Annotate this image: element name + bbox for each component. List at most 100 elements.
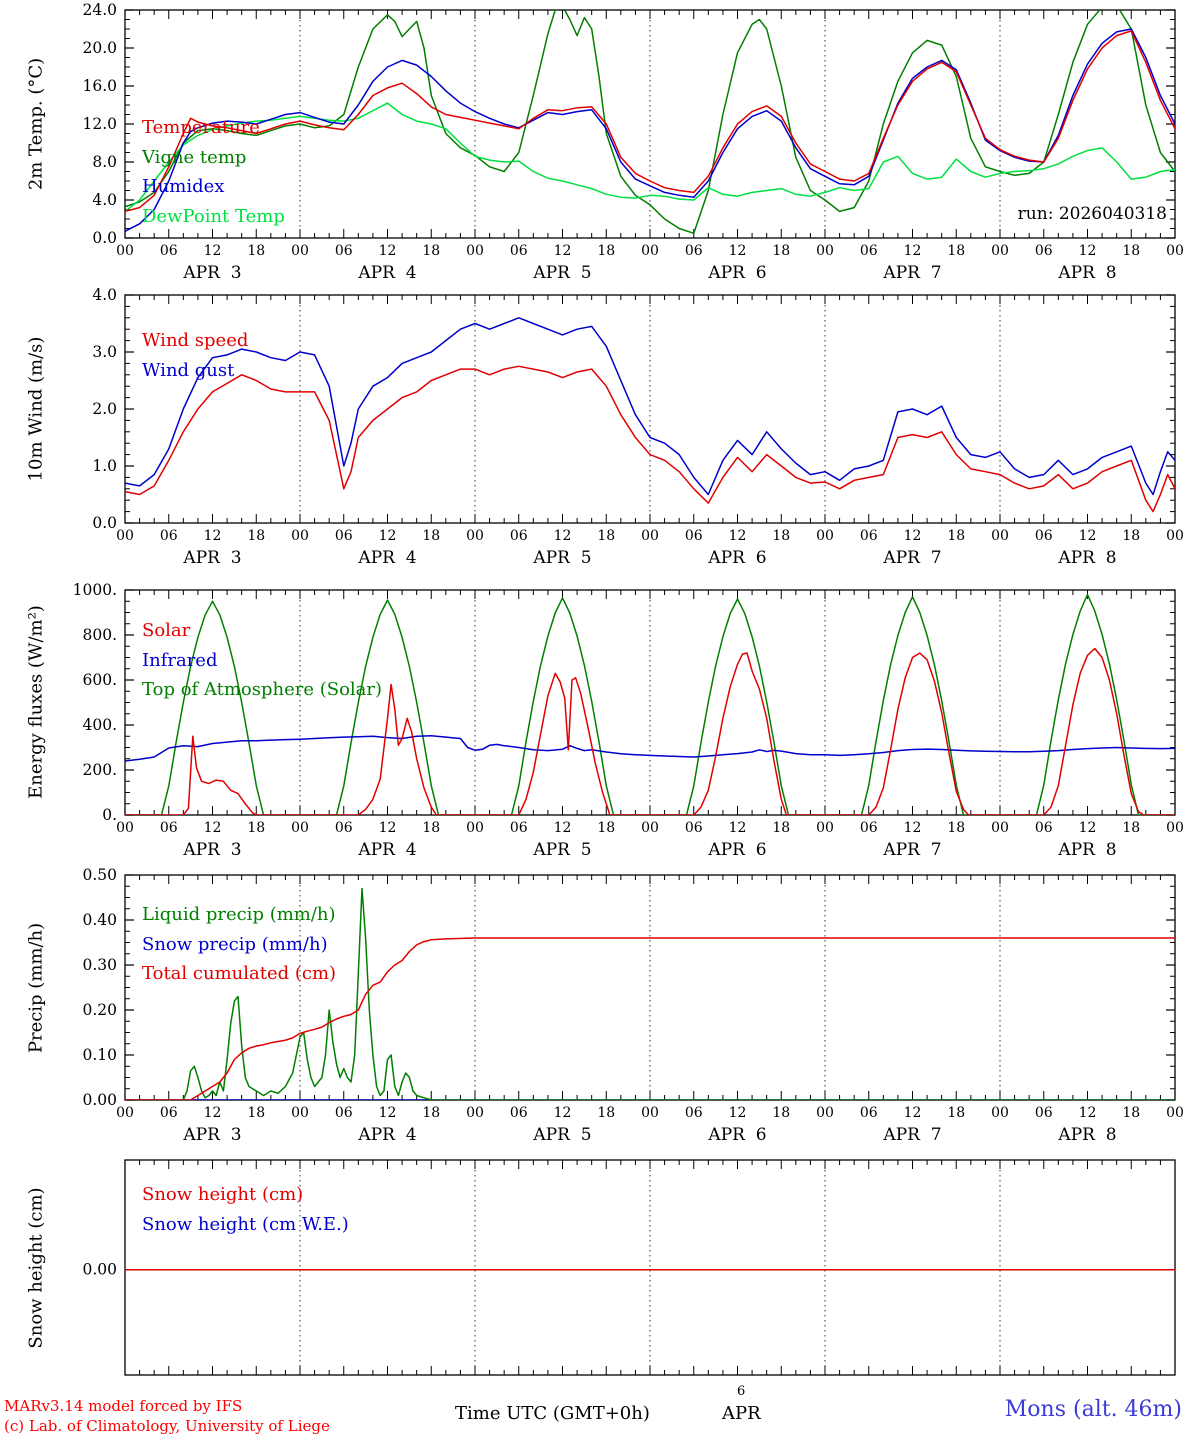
svg-text:00: 00 — [466, 528, 484, 544]
svg-text:00: 00 — [1166, 820, 1184, 836]
svg-text:APR 3: APR 3 — [182, 840, 241, 860]
svg-text:APR 5: APR 5 — [532, 840, 591, 860]
svg-text:APR 5: APR 5 — [532, 548, 591, 568]
svg-text:18: 18 — [1122, 243, 1140, 259]
svg-text:APR 4: APR 4 — [357, 263, 416, 283]
svg-text:0.30: 0.30 — [82, 956, 117, 974]
svg-text:06: 06 — [1035, 1105, 1053, 1121]
svg-text:06: 06 — [160, 243, 178, 259]
series-infrared — [125, 735, 1175, 762]
svg-text:18: 18 — [422, 528, 440, 544]
svg-text:18: 18 — [247, 528, 265, 544]
svg-text:0.00: 0.00 — [82, 1091, 117, 1109]
svg-text:06: 06 — [160, 820, 178, 836]
svg-text:06: 06 — [160, 1105, 178, 1121]
svg-text:800.: 800. — [82, 626, 117, 644]
wind-panel: 0.0 1.0 2.0 3.0 4.0 00 06 12 18 00 06 12 18 00 06 12 18 0… — [92, 286, 1184, 568]
svg-text:18: 18 — [597, 820, 615, 836]
svg-text:12: 12 — [904, 243, 922, 259]
legend-vigne-temp: Vigne temp — [142, 146, 247, 168]
svg-text:06: 06 — [510, 1105, 528, 1121]
svg-text:12: 12 — [904, 820, 922, 836]
legend-solar: Solar — [142, 620, 191, 641]
y-axis-title-snow: Snow height (cm) — [25, 1187, 47, 1349]
energy-panel: 0. 200. 400. 600. 800. 1000. 00 06 12 18 00 06 12 18 0… — [73, 581, 1184, 860]
temperature-panel: 0.0 4.0 8.0 12.0 16.0 20.0 24.0 00 06 12 18 00 06 12 1… — [82, 1, 1183, 283]
svg-text:00: 00 — [816, 1105, 834, 1121]
svg-text:0.0: 0.0 — [92, 514, 117, 532]
svg-text:00: 00 — [116, 243, 134, 259]
wind-legend: Wind speed Wind gust — [142, 326, 248, 385]
svg-text:18: 18 — [422, 1105, 440, 1121]
legend-temperature: Temperature — [142, 117, 260, 138]
svg-text:12: 12 — [379, 243, 397, 259]
svg-text:12: 12 — [204, 243, 222, 259]
temperature-legend: Temperature Vigne temp Humidex DewPoint … — [142, 113, 285, 231]
svg-text:06: 06 — [335, 243, 353, 259]
svg-text:12: 12 — [204, 1105, 222, 1121]
svg-text:18: 18 — [947, 1105, 965, 1121]
model-credit-line1: MARv3.14 model forced by IFS — [4, 1397, 243, 1415]
svg-text:1000.: 1000. — [73, 581, 117, 599]
series-dewpoint — [125, 102, 1175, 212]
svg-text:APR 8: APR 8 — [1057, 548, 1116, 568]
legend-wind-speed: Wind speed — [142, 330, 249, 351]
snow-legend: Snow height (cm) Snow height (cm W.E.) — [142, 1180, 349, 1239]
svg-text:APR 5: APR 5 — [532, 1125, 591, 1145]
series-temperature — [125, 30, 1175, 213]
svg-text:06: 06 — [160, 528, 178, 544]
svg-text:00: 00 — [641, 243, 659, 259]
svg-text:12: 12 — [204, 528, 222, 544]
svg-text:4.0: 4.0 — [92, 286, 117, 304]
svg-text:00: 00 — [466, 1105, 484, 1121]
svg-text:APR 7: APR 7 — [882, 263, 941, 283]
svg-text:18: 18 — [772, 528, 790, 544]
svg-text:0.20: 0.20 — [82, 1001, 117, 1019]
svg-text:00: 00 — [816, 243, 834, 259]
svg-text:06: 06 — [510, 820, 528, 836]
svg-text:06: 06 — [860, 528, 878, 544]
legend-infrared: Infrared — [142, 649, 218, 671]
svg-text:2.0: 2.0 — [92, 400, 117, 418]
svg-text:06: 06 — [1035, 820, 1053, 836]
svg-text:06: 06 — [860, 243, 878, 259]
svg-text:06: 06 — [510, 243, 528, 259]
svg-text:24.0: 24.0 — [82, 1, 117, 19]
svg-text:3.0: 3.0 — [92, 343, 117, 361]
svg-text:00: 00 — [116, 1105, 134, 1121]
legend-snow-precip: Snow precip (mm/h) — [142, 933, 328, 955]
svg-text:12: 12 — [729, 528, 747, 544]
svg-text:06: 06 — [685, 243, 703, 259]
svg-text:APR 3: APR 3 — [182, 1125, 241, 1145]
legend-liquid-precip: Liquid precip (mm/h) — [142, 904, 336, 925]
svg-text:18: 18 — [422, 820, 440, 836]
svg-text:APR 4: APR 4 — [357, 1125, 416, 1145]
svg-text:12.0: 12.0 — [82, 115, 117, 133]
footer-day-label: APR — [722, 1403, 761, 1424]
legend-snow-height-we: Snow height (cm W.E.) — [142, 1213, 349, 1235]
svg-text:0.: 0. — [102, 806, 117, 824]
svg-text:00: 00 — [291, 243, 309, 259]
series-wind-gust — [125, 317, 1175, 496]
svg-text:18: 18 — [772, 243, 790, 259]
svg-text:18: 18 — [947, 820, 965, 836]
svg-text:12: 12 — [379, 528, 397, 544]
precip-legend: Liquid precip (mm/h) Snow precip (mm/h) … — [142, 900, 336, 989]
svg-text:APR 7: APR 7 — [882, 840, 941, 860]
svg-text:18: 18 — [597, 528, 615, 544]
legend-humidex: Humidex — [142, 176, 225, 197]
svg-text:18: 18 — [947, 528, 965, 544]
svg-text:20.0: 20.0 — [82, 39, 117, 57]
svg-text:06: 06 — [1035, 243, 1053, 259]
svg-text:0.10: 0.10 — [82, 1046, 117, 1064]
svg-text:00: 00 — [641, 528, 659, 544]
svg-text:APR 3: APR 3 — [182, 263, 241, 283]
svg-text:APR 6: APR 6 — [707, 548, 766, 568]
svg-text:4.0: 4.0 — [92, 191, 117, 209]
svg-text:18: 18 — [772, 1105, 790, 1121]
series-total-cumulated — [125, 937, 1175, 1100]
series-solar — [125, 647, 1175, 815]
svg-text:06: 06 — [860, 820, 878, 836]
svg-text:12: 12 — [554, 243, 572, 259]
